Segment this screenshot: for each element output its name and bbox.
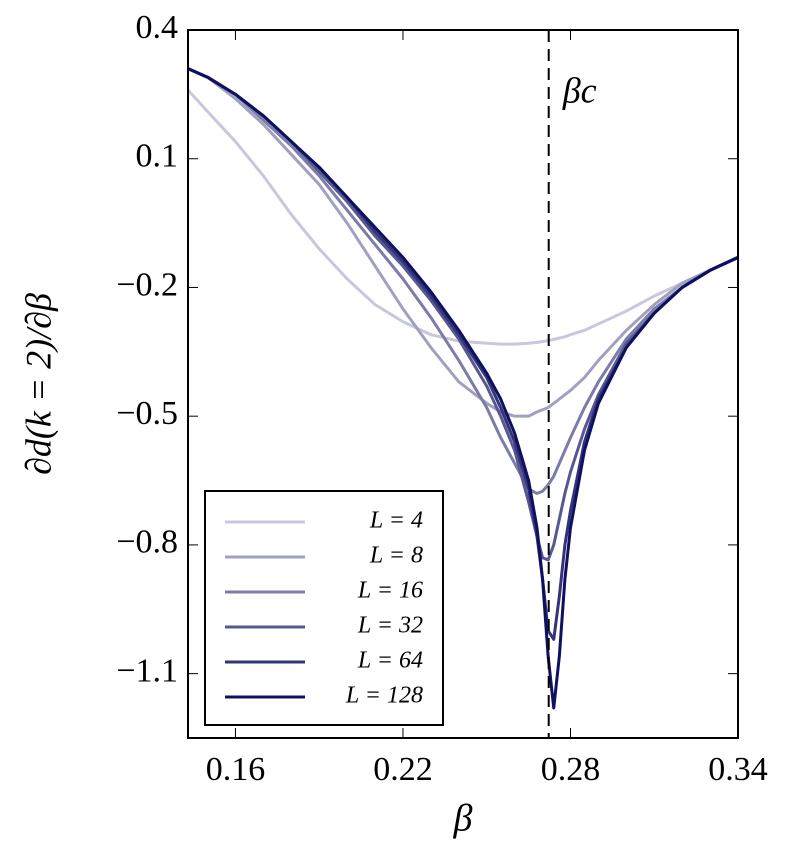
y-tick-label: 0.1 [136, 138, 179, 175]
plot-frame [187, 29, 739, 739]
series-line [188, 89, 738, 346]
series-line [188, 67, 738, 418]
legend-box [204, 490, 444, 726]
legend-label: L = 8 [369, 543, 423, 569]
y-tick-label: 0.4 [136, 9, 179, 46]
legend-label: L = 128 [345, 683, 423, 709]
series-line [188, 67, 738, 710]
y-tick-label: −1.1 [116, 652, 178, 689]
x-axis-label: β [453, 798, 473, 840]
x-tick-label: 0.28 [541, 751, 601, 788]
legend-label: L = 16 [357, 578, 423, 604]
legend-label: L = 32 [357, 613, 423, 639]
plot-area [188, 67, 738, 710]
y-tick-label: −0.8 [116, 524, 178, 561]
y-tick-label: −0.2 [116, 266, 178, 303]
legend-label: L = 4 [369, 508, 423, 534]
series-line [188, 67, 738, 562]
legend-label: L = 64 [357, 648, 423, 674]
y-axis-label: ∂d(k = 2)/∂β [18, 293, 58, 475]
x-tick-label: 0.34 [708, 751, 768, 788]
y-tick-label: −0.5 [116, 395, 178, 432]
x-tick-label: 0.22 [373, 751, 433, 788]
critical-label: βc [562, 70, 597, 110]
x-tick-label: 0.16 [206, 751, 266, 788]
